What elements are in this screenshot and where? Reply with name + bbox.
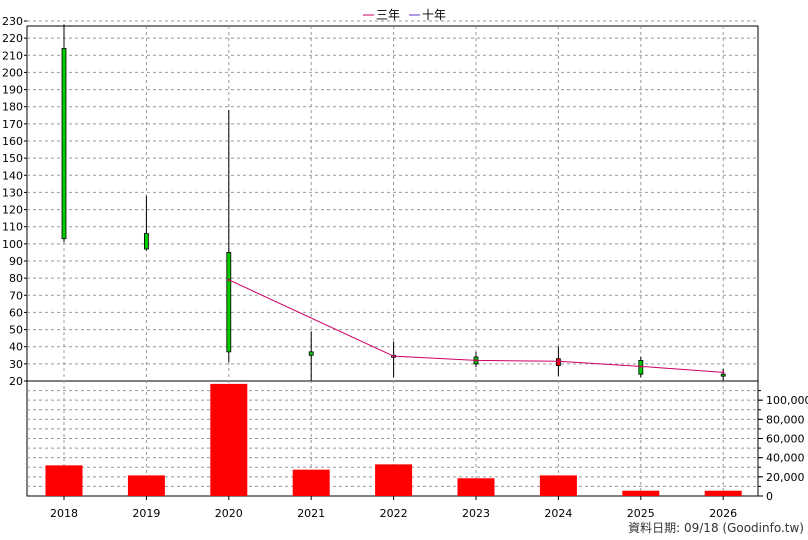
- price-tick-label: 210: [2, 49, 23, 62]
- series-point: [722, 371, 725, 374]
- volume-bar: [704, 490, 742, 496]
- volume-bar: [375, 464, 413, 496]
- price-grid: [26, 20, 759, 497]
- volume-bar: [292, 469, 330, 496]
- chart-legend: 三年 十年: [363, 8, 446, 22]
- series-point: [392, 354, 395, 358]
- x-tick-label: 2018: [50, 507, 78, 520]
- price-tick-label: 130: [2, 186, 23, 199]
- x-tick-label: 2025: [627, 507, 655, 520]
- x-axis: 2018 2019 2020 2021 2022 2023 2024 2025 2026: [50, 496, 737, 520]
- price-tick-label: 220: [2, 32, 23, 45]
- x-tick-label: 2021: [297, 507, 325, 520]
- candle-body: [226, 252, 232, 353]
- price-tick-label: 150: [2, 152, 23, 165]
- price-tick-label: 80: [9, 272, 23, 285]
- price-tick-label: 70: [9, 289, 23, 302]
- volume-bar: [457, 478, 495, 496]
- average-lines: [227, 278, 725, 374]
- candle-body: [720, 373, 726, 377]
- price-tick-label: 140: [2, 169, 23, 182]
- volume-tick-label: 60,000: [766, 433, 805, 446]
- volume-bar: [45, 465, 83, 496]
- price-tick-label: 180: [2, 101, 23, 114]
- volume-bars: [45, 383, 742, 496]
- volume-bar: [539, 475, 577, 496]
- volume-tick-label: 0: [766, 490, 773, 503]
- price-tick-label: 170: [2, 118, 23, 131]
- x-tick-label: 2022: [380, 507, 408, 520]
- price-tick-label: 110: [2, 221, 23, 234]
- volume-tick-label: 20,000: [766, 471, 805, 484]
- volume-bar: [622, 490, 660, 496]
- price-tick-label: 40: [9, 341, 23, 354]
- x-tick-label: 2026: [709, 507, 737, 520]
- volume-tick-label: 80,000: [766, 413, 805, 426]
- x-tick-label: 2020: [215, 507, 243, 520]
- price-tick-label: 30: [9, 358, 23, 371]
- price-tick-label: 90: [9, 255, 23, 268]
- candle-body: [308, 351, 314, 356]
- candle-body: [143, 233, 149, 250]
- price-tick-label: 120: [2, 204, 23, 217]
- price-tick-label: 190: [2, 84, 23, 97]
- data-date-label: 資料日期: 09/18 (Goodinfo.tw): [628, 521, 804, 535]
- price-tick-label: 60: [9, 306, 23, 319]
- series-point: [474, 359, 478, 362]
- price-tick-label: 50: [9, 324, 23, 337]
- volume-bar: [210, 383, 248, 496]
- price-tick-label: 20: [9, 375, 23, 388]
- volume-tick-label: 40,000: [766, 452, 805, 465]
- price-tick-label: 200: [2, 66, 23, 79]
- series-line: [228, 279, 724, 373]
- legend-label: 十年: [422, 8, 446, 22]
- price-tick-label: 100: [2, 238, 23, 251]
- x-tick-label: 2023: [462, 507, 490, 520]
- series-point: [639, 365, 642, 368]
- legend-label: 三年: [376, 8, 400, 22]
- volume-bar: [127, 475, 165, 496]
- price-tick-label: 230: [2, 15, 23, 28]
- x-tick-label: 2019: [132, 507, 160, 520]
- candle-body: [61, 48, 67, 240]
- price-axis: 20 30 40 50 60 70 80 90 100 110 120 130 140 150 160 170…: [2, 15, 27, 388]
- series-point: [557, 360, 560, 363]
- series-point: [227, 278, 230, 282]
- volume-axis: 0 20,000 40,000 60,000 80,000 100,000: [758, 390, 808, 503]
- x-tick-label: 2024: [544, 507, 572, 520]
- volume-tick-label: 100,000: [766, 394, 808, 407]
- price-tick-label: 160: [2, 135, 23, 148]
